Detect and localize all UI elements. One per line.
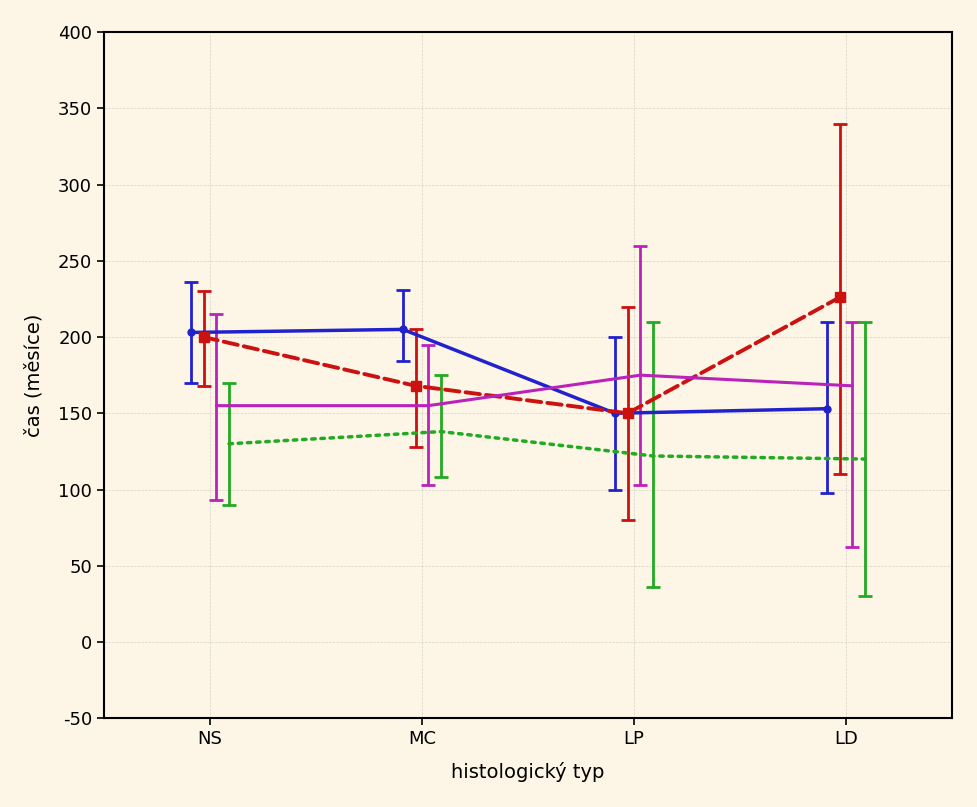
X-axis label: histologický typ: histologický typ xyxy=(451,762,605,782)
Y-axis label: čas (měsíce): čas (měsíce) xyxy=(25,313,44,437)
